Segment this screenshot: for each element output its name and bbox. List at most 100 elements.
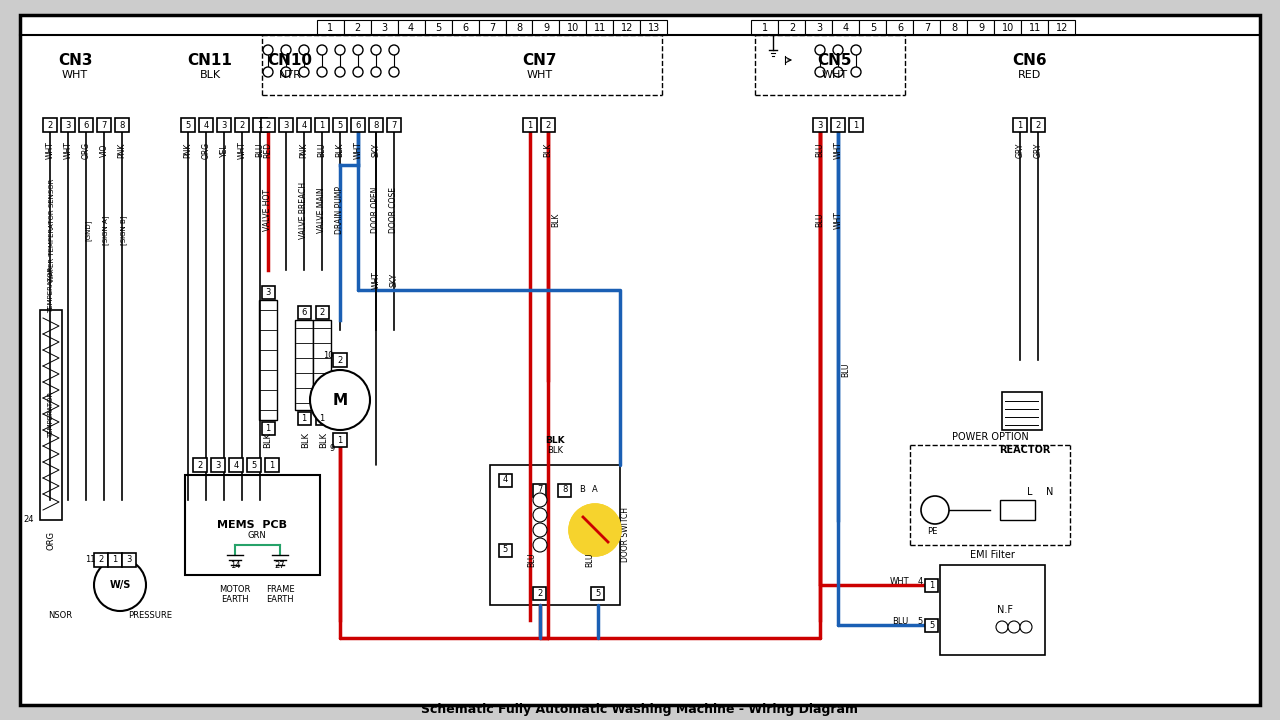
- Text: ORG: ORG: [82, 141, 91, 158]
- FancyBboxPatch shape: [259, 300, 276, 420]
- FancyBboxPatch shape: [122, 553, 136, 567]
- Text: BLK: BLK: [320, 432, 329, 448]
- Text: WHT: WHT: [371, 271, 380, 289]
- Text: GRY: GRY: [1015, 143, 1024, 158]
- FancyBboxPatch shape: [314, 320, 332, 410]
- Text: 14: 14: [229, 560, 241, 570]
- FancyBboxPatch shape: [261, 118, 275, 132]
- FancyBboxPatch shape: [79, 118, 93, 132]
- FancyBboxPatch shape: [1030, 118, 1044, 132]
- Text: BLK: BLK: [335, 143, 344, 157]
- Circle shape: [532, 523, 547, 537]
- FancyBboxPatch shape: [315, 118, 329, 132]
- FancyBboxPatch shape: [40, 310, 61, 520]
- Text: VALVE BREACH: VALVE BREACH: [300, 181, 308, 238]
- Text: 2: 2: [320, 307, 325, 317]
- Text: 1: 1: [320, 413, 325, 423]
- FancyBboxPatch shape: [425, 20, 452, 35]
- Text: FRAME: FRAME: [266, 585, 294, 595]
- Text: BLU: BLU: [815, 212, 824, 228]
- Text: 2: 2: [788, 22, 795, 32]
- Text: BLU: BLU: [527, 553, 536, 567]
- FancyBboxPatch shape: [534, 484, 547, 497]
- Text: WHT: WHT: [46, 141, 55, 159]
- FancyBboxPatch shape: [193, 458, 207, 472]
- Text: 1: 1: [265, 423, 270, 433]
- Circle shape: [532, 508, 547, 522]
- FancyBboxPatch shape: [297, 305, 311, 318]
- FancyBboxPatch shape: [591, 587, 604, 600]
- Text: GRY: GRY: [1033, 143, 1042, 158]
- Text: 9: 9: [329, 444, 334, 452]
- Text: 8: 8: [951, 22, 957, 32]
- Text: 4: 4: [502, 475, 508, 485]
- Circle shape: [262, 45, 273, 55]
- Text: CN5: CN5: [818, 53, 852, 68]
- FancyBboxPatch shape: [506, 20, 532, 35]
- FancyBboxPatch shape: [398, 20, 425, 35]
- Text: 2: 2: [197, 461, 202, 469]
- Text: EARTH: EARTH: [266, 595, 294, 605]
- FancyBboxPatch shape: [61, 118, 76, 132]
- Circle shape: [317, 67, 326, 77]
- Text: A: A: [593, 485, 598, 495]
- Text: NSOR: NSOR: [47, 611, 72, 619]
- Text: 3: 3: [265, 287, 270, 297]
- FancyBboxPatch shape: [333, 433, 347, 447]
- FancyBboxPatch shape: [315, 412, 329, 425]
- Text: PNK: PNK: [300, 143, 308, 158]
- Text: 8: 8: [374, 120, 379, 130]
- Text: WHT: WHT: [890, 577, 910, 587]
- FancyBboxPatch shape: [1002, 392, 1042, 430]
- Text: PRESSURE: PRESSURE: [128, 611, 172, 619]
- Text: 10: 10: [1002, 22, 1014, 32]
- Text: 5: 5: [929, 621, 934, 629]
- FancyBboxPatch shape: [887, 20, 914, 35]
- Text: PE: PE: [927, 526, 937, 536]
- Text: 1: 1: [113, 556, 118, 564]
- Text: 3: 3: [65, 120, 70, 130]
- FancyBboxPatch shape: [253, 118, 268, 132]
- Text: 6: 6: [356, 120, 361, 130]
- Text: RED: RED: [264, 142, 273, 158]
- Circle shape: [996, 621, 1007, 633]
- Circle shape: [371, 45, 381, 55]
- Text: 2: 2: [99, 556, 104, 564]
- Text: [SIGN A]: [SIGN A]: [102, 215, 109, 245]
- FancyBboxPatch shape: [218, 118, 230, 132]
- Text: 7: 7: [538, 485, 543, 495]
- FancyBboxPatch shape: [1021, 20, 1048, 35]
- Circle shape: [833, 45, 844, 55]
- FancyBboxPatch shape: [279, 118, 293, 132]
- Text: 5: 5: [502, 546, 508, 554]
- FancyBboxPatch shape: [333, 118, 347, 132]
- Text: [GND]: [GND]: [84, 220, 91, 240]
- FancyBboxPatch shape: [586, 20, 613, 35]
- Text: 1: 1: [527, 120, 532, 130]
- Circle shape: [282, 45, 291, 55]
- FancyBboxPatch shape: [1012, 118, 1027, 132]
- Text: BLU: BLU: [585, 553, 594, 567]
- Text: 2: 2: [353, 22, 360, 32]
- FancyBboxPatch shape: [751, 20, 778, 35]
- Text: 8: 8: [562, 485, 568, 495]
- Text: 10: 10: [323, 351, 333, 359]
- Circle shape: [815, 67, 826, 77]
- Text: PNK: PNK: [183, 143, 192, 158]
- Text: [SIGN B]: [SIGN B]: [120, 215, 128, 245]
- Text: 1: 1: [762, 22, 768, 32]
- FancyBboxPatch shape: [198, 118, 212, 132]
- Text: 6: 6: [897, 22, 904, 32]
- Circle shape: [922, 496, 948, 524]
- FancyBboxPatch shape: [387, 118, 401, 132]
- Circle shape: [1007, 621, 1020, 633]
- Text: MOTOR: MOTOR: [219, 585, 251, 595]
- Text: 4: 4: [918, 577, 923, 587]
- Text: 24: 24: [23, 516, 35, 524]
- Text: 1: 1: [269, 461, 275, 469]
- Text: 1: 1: [1018, 120, 1023, 130]
- FancyBboxPatch shape: [369, 118, 383, 132]
- Text: 8: 8: [516, 22, 522, 32]
- Text: 5: 5: [870, 22, 876, 32]
- Text: 2: 2: [338, 356, 343, 364]
